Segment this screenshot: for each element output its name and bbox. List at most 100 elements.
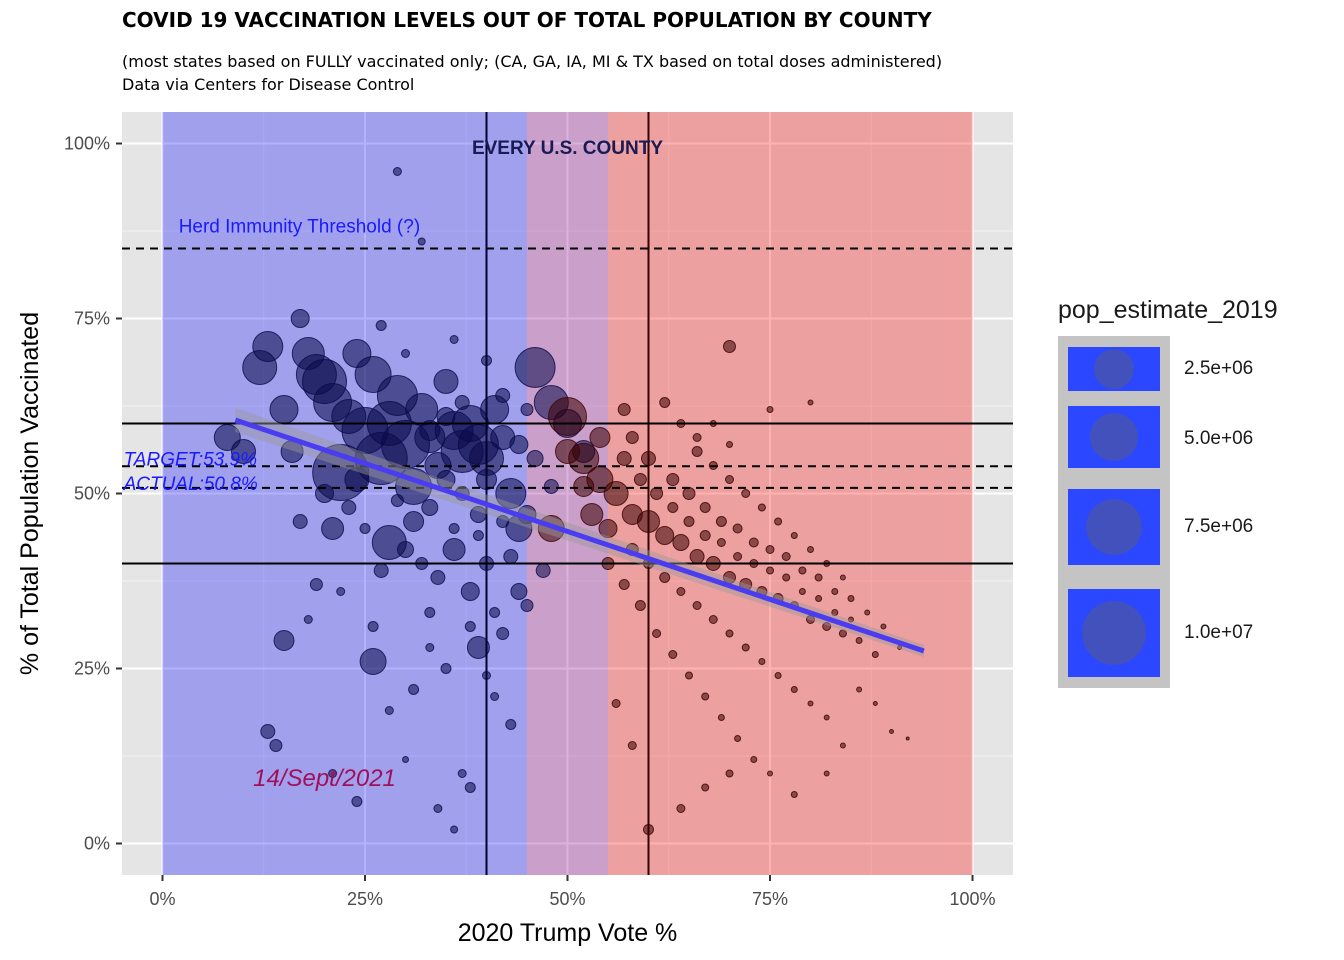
point-red-91 [625, 431, 639, 444]
point-red-57 [839, 574, 846, 581]
point-red-25 [699, 530, 711, 541]
point-blue-65 [401, 349, 410, 358]
point-red-82 [611, 699, 621, 708]
legend-key-circle-1 [1094, 349, 1134, 389]
point-blue-98 [472, 530, 484, 541]
point-blue-53 [466, 636, 490, 659]
point-red-80 [725, 769, 734, 778]
point-blue-93 [359, 523, 371, 534]
point-red-103 [847, 595, 855, 602]
point-red-98 [765, 545, 775, 554]
point-blue-91 [495, 388, 511, 403]
point-red-41 [725, 629, 734, 638]
point-red-26 [716, 538, 726, 547]
point-red-109 [839, 742, 846, 749]
point-blue-87 [543, 479, 559, 494]
point-red-81 [627, 741, 637, 750]
point-blue-100 [303, 615, 313, 624]
y-tick-label-0: 0% [84, 834, 110, 854]
point-blue-78 [505, 719, 517, 730]
point-red-18 [855, 637, 863, 644]
point-blue-58 [273, 630, 295, 651]
point-blue-66 [448, 523, 460, 534]
point-red-37 [659, 572, 671, 583]
point-red-87 [555, 439, 580, 464]
point-red-92 [666, 473, 680, 486]
point-blue-50 [430, 570, 446, 585]
point-blue-103 [384, 706, 394, 715]
x-tick-label-4: 100% [949, 889, 995, 909]
point-red-61 [652, 629, 662, 638]
point-red-47 [823, 714, 830, 721]
point-blue-71 [440, 663, 452, 674]
point-red-48 [691, 446, 703, 457]
point-red-20 [616, 451, 632, 466]
point-red-74 [723, 340, 736, 353]
point-blue-104 [408, 684, 420, 695]
point-blue-46 [397, 541, 414, 558]
point-blue-79 [520, 599, 534, 612]
legend-key-circle-3 [1086, 499, 1142, 555]
point-red-111 [790, 791, 798, 798]
point-blue-59 [260, 724, 276, 739]
point-red-69 [659, 397, 671, 408]
point-red-107 [856, 686, 863, 693]
chart-subtitle-line-2: Data via Centers for Disease Control [122, 75, 415, 94]
point-blue-4 [269, 395, 299, 424]
point-blue-83 [454, 395, 470, 410]
point-blue-72 [457, 769, 467, 778]
x-tick-label-2: 50% [549, 889, 585, 909]
y-tick-label-4: 100% [64, 134, 110, 154]
point-red-59 [618, 579, 630, 590]
point-red-106 [897, 645, 903, 650]
point-red-22 [650, 487, 664, 500]
point-blue-49 [424, 607, 436, 618]
annotation-date: 14/Sept/2021 [253, 765, 396, 792]
point-blue-6 [290, 309, 310, 328]
point-red-6 [655, 526, 675, 545]
point-blue-3 [252, 331, 284, 362]
point-red-29 [766, 566, 774, 575]
legend-title: pop_estimate_2019 [1058, 296, 1278, 324]
point-red-71 [692, 433, 702, 442]
point-red-44 [774, 672, 782, 679]
annotation-herd-immunity: Herd Immunity Threshold (?) [179, 216, 420, 237]
point-red-52 [757, 503, 766, 512]
point-blue-43 [359, 648, 387, 675]
point-blue-1 [231, 439, 256, 464]
point-blue-60 [269, 739, 283, 752]
point-red-101 [814, 573, 823, 582]
point-blue-80 [535, 563, 551, 578]
point-red-43 [758, 658, 766, 665]
point-blue-38 [292, 514, 308, 529]
point-red-0 [548, 397, 587, 436]
point-blue-52 [460, 582, 480, 601]
point-red-8 [689, 549, 705, 564]
legend-label-2: 5.0e+06 [1184, 428, 1254, 449]
x-tick-label-3: 75% [752, 889, 788, 909]
point-blue-75 [464, 782, 476, 793]
chart-subtitle-line-1: (most states based on FULLY vaccinated o… [122, 52, 943, 71]
point-red-96 [732, 523, 743, 534]
point-blue-105 [425, 643, 435, 652]
point-blue-56 [496, 627, 510, 640]
point-red-32 [815, 595, 823, 602]
point-red-42 [741, 643, 750, 652]
point-red-75 [766, 406, 774, 413]
point-blue-47 [403, 511, 425, 532]
point-red-38 [676, 587, 686, 596]
point-red-105 [880, 623, 887, 630]
point-red-64 [701, 692, 710, 701]
point-red-39 [692, 601, 702, 610]
point-red-33 [831, 609, 839, 616]
point-red-68 [767, 770, 773, 777]
x-axis-label: 2020 Trump Vote % [458, 919, 678, 947]
point-blue-99 [496, 515, 510, 528]
point-blue-81 [419, 420, 441, 441]
point-blue-94 [341, 500, 357, 515]
point-red-78 [676, 804, 686, 813]
point-red-45 [790, 686, 798, 693]
point-red-79 [701, 783, 710, 792]
point-blue-89 [449, 335, 459, 344]
